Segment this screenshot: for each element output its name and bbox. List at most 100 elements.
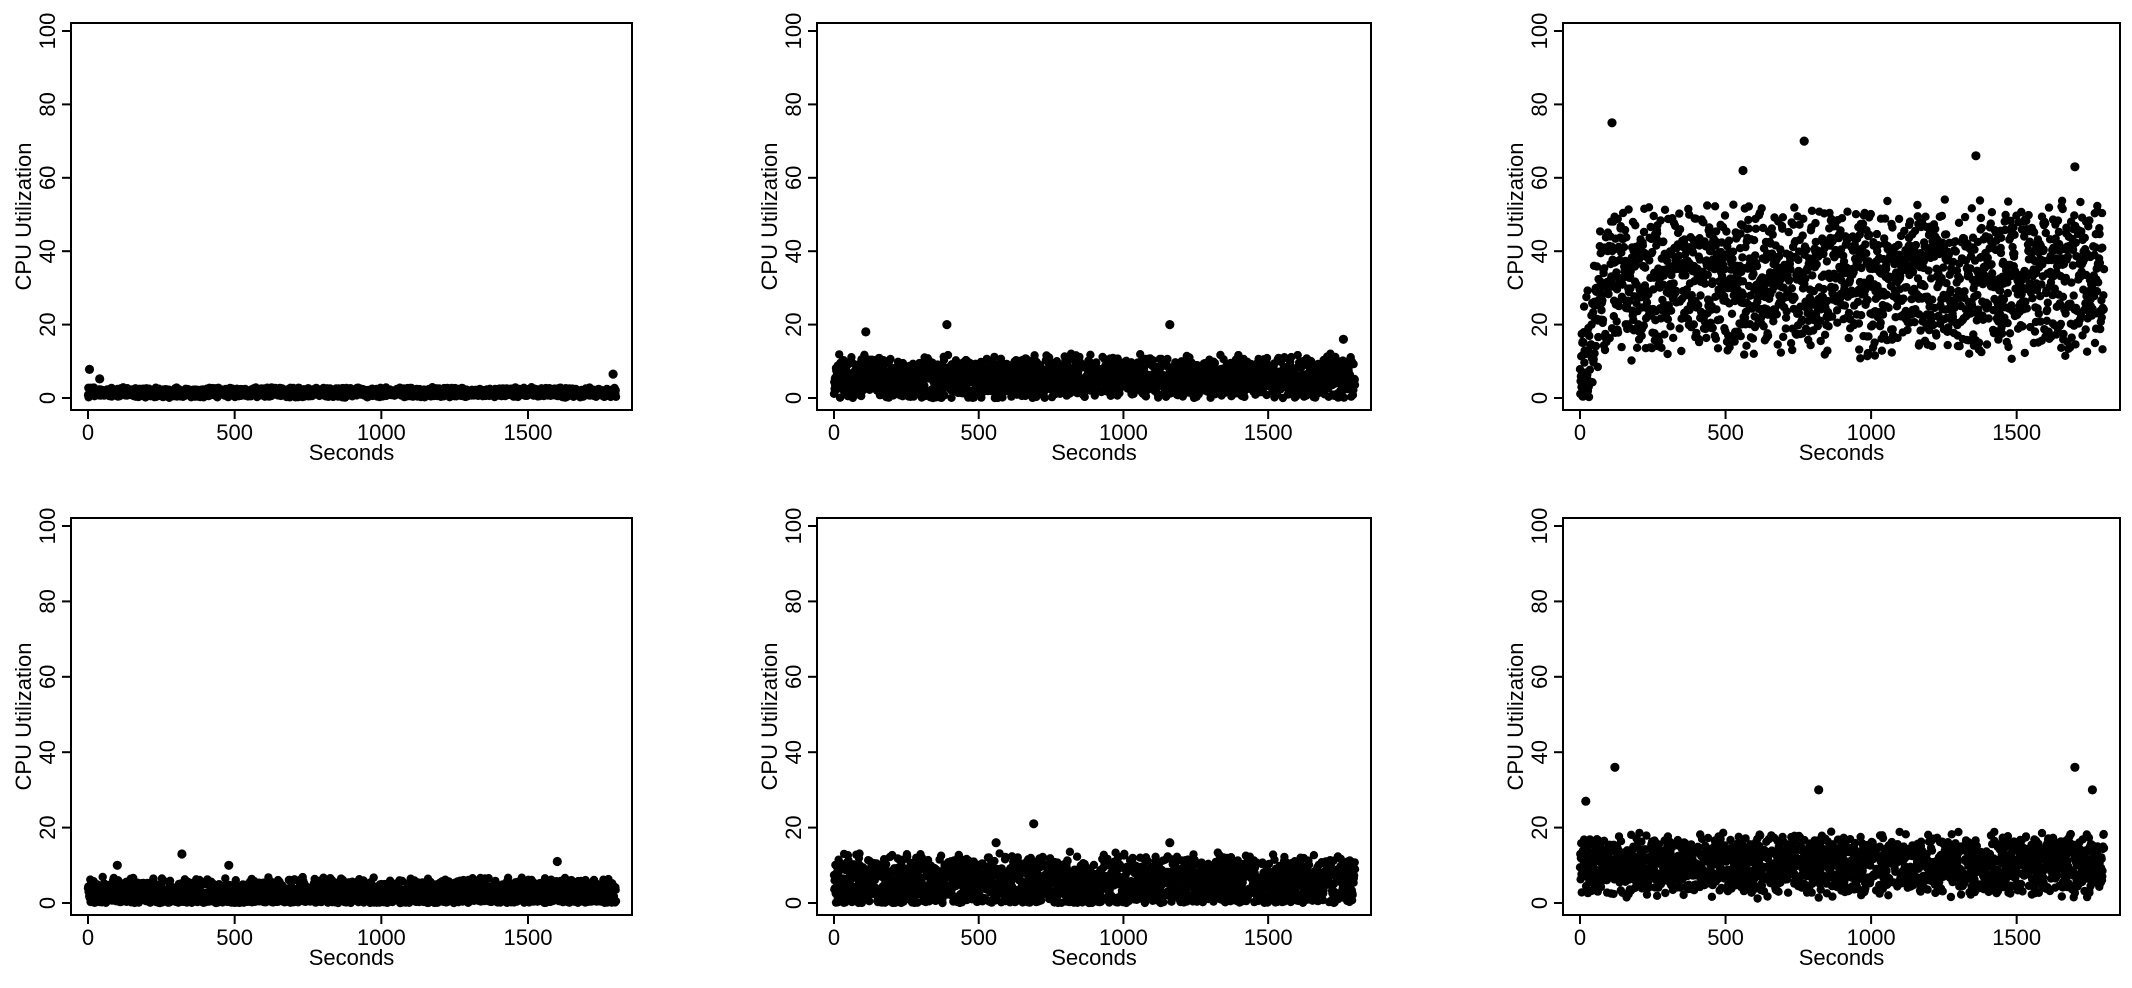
- scatter-point: [1811, 218, 1820, 228]
- scatter-point: [1751, 251, 1760, 260]
- scatter-point: [84, 364, 95, 374]
- scatter-point: [1857, 311, 1866, 320]
- y-tick-label: 100: [35, 13, 60, 50]
- scatter-point: [1854, 319, 1864, 328]
- scatter-point: [1837, 214, 1847, 223]
- scatter-point: [1955, 274, 1965, 284]
- scatter-point: [1937, 211, 1947, 221]
- scatter-point: [1656, 216, 1665, 225]
- y-tick-label: 80: [35, 92, 60, 116]
- scatter-point: [1722, 227, 1731, 236]
- scatter-point: [1822, 257, 1832, 266]
- scatter-point: [1349, 359, 1358, 369]
- scatter-point: [1598, 296, 1607, 305]
- scatter-point: [608, 369, 618, 379]
- scatter-point: [1240, 392, 1249, 402]
- scatter-point: [1878, 310, 1888, 319]
- scatter-point: [1579, 302, 1589, 311]
- scatter-point: [1727, 309, 1737, 318]
- scatter-point: [1843, 207, 1852, 216]
- scatter-point: [1866, 209, 1876, 219]
- scatter-point: [886, 354, 895, 364]
- scatter-point: [1921, 212, 1930, 221]
- x-axis-title: Seconds: [1799, 440, 1885, 465]
- scatter-point: [1851, 210, 1861, 219]
- scatter-point: [1799, 214, 1808, 223]
- x-axis-title: Seconds: [309, 440, 395, 465]
- scatter-point: [1924, 266, 1933, 275]
- scatter-point: [1778, 213, 1788, 222]
- scatter-point: [1677, 346, 1686, 356]
- scatter-point: [1593, 362, 1603, 372]
- scatter-point: [1820, 330, 1830, 339]
- scatter-point: [1865, 230, 1874, 240]
- scatter-point: [1660, 205, 1670, 214]
- scatter-point: [1652, 228, 1662, 238]
- scatter-point: [1638, 241, 1648, 250]
- plot-frame: [816, 22, 1372, 411]
- scatter-point: [943, 350, 953, 360]
- scatter-point: [1675, 324, 1684, 333]
- scatter-point: [1649, 211, 1658, 221]
- y-tick-label: 20: [35, 312, 60, 336]
- scatter-point: [1738, 253, 1747, 262]
- scatter-point: [1844, 333, 1853, 343]
- scatter-point: [1583, 286, 1592, 295]
- scatter-point: [1740, 350, 1749, 359]
- scatter-point: [1943, 340, 1952, 350]
- scatter-point: [940, 391, 949, 400]
- scatter-point: [1870, 351, 1880, 360]
- y-axis-title: CPU Utilization: [11, 143, 36, 291]
- scatter-point: [1785, 275, 1794, 285]
- scatter-point: [1787, 284, 1797, 293]
- scatter-point: [1883, 196, 1892, 206]
- scatter-point: [1729, 200, 1738, 209]
- scatter-point: [1806, 341, 1815, 350]
- scatter-point: [1600, 345, 1610, 355]
- scatter-point: [1597, 306, 1606, 315]
- scatter-point: [1632, 343, 1642, 352]
- scatter-point: [1773, 340, 1782, 349]
- scatter-point: [1913, 200, 1922, 210]
- scatter-point: [1751, 224, 1761, 233]
- scatter-point: [1876, 318, 1885, 327]
- scatter-point: [1675, 209, 1684, 218]
- y-tick-label: 60: [35, 166, 60, 190]
- scatter-point: [1824, 322, 1833, 331]
- scatter-point: [1853, 297, 1863, 307]
- scatter-point: [1624, 205, 1633, 214]
- scatter-point: [1702, 333, 1711, 343]
- scatter-point: [1724, 236, 1734, 245]
- scatter-point: [1894, 240, 1903, 250]
- scatter-point: [1591, 341, 1601, 351]
- scatter-point: [1807, 206, 1817, 215]
- y-tick-label: 60: [1527, 166, 1552, 190]
- scatter-point: [1604, 289, 1613, 299]
- x-tick-label: 0: [828, 420, 840, 445]
- scatter-point: [1641, 263, 1650, 272]
- scatter-point: [1675, 225, 1685, 234]
- scatter-point: [1928, 295, 1937, 304]
- y-axis-title: CPU Utilization: [1503, 143, 1528, 291]
- scatter-point: [1911, 240, 1921, 250]
- scatter-series: [829, 320, 1360, 403]
- scatter-point: [1864, 332, 1873, 341]
- scatter-point: [861, 327, 871, 337]
- scatter-point: [1903, 325, 1912, 335]
- scatter-point: [1887, 348, 1897, 357]
- scatter-point: [1715, 315, 1725, 324]
- scatter-point: [1763, 331, 1773, 340]
- scatter-point: [1863, 295, 1872, 305]
- scatter-point: [1882, 264, 1891, 274]
- scatter-point: [1644, 203, 1654, 212]
- scatter-point: [1712, 305, 1721, 314]
- scatter-point: [1776, 348, 1786, 357]
- x-axis-title: Seconds: [1051, 440, 1137, 465]
- scatter-point: [1585, 365, 1595, 374]
- scatter-point: [1657, 343, 1666, 352]
- scatter-point: [1660, 330, 1669, 339]
- scatter-point: [942, 320, 952, 330]
- scatter-point: [1772, 310, 1782, 319]
- x-tick-label: 500: [1707, 420, 1744, 445]
